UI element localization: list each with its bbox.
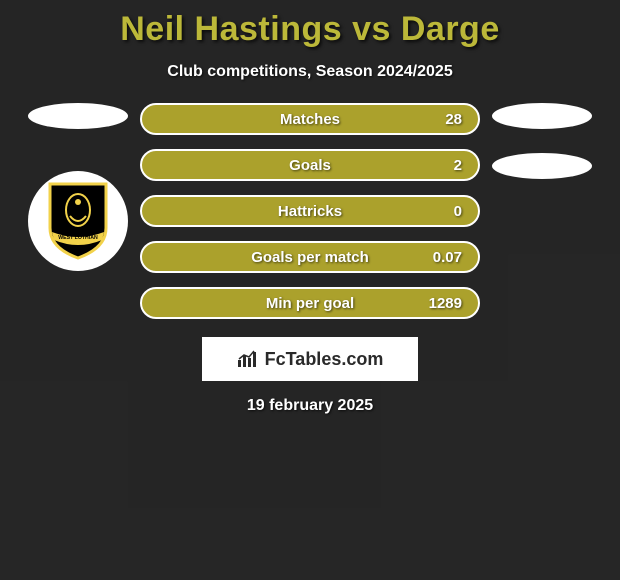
stat-bar: Min per goal 1289 — [140, 287, 480, 319]
stat-bars: Matches 28 Goals 2 Hattricks 0 Goals per match… — [140, 103, 480, 319]
right-column — [492, 103, 592, 179]
date-text: 19 february 2025 — [247, 397, 373, 415]
stat-bar: Matches 28 — [140, 103, 480, 135]
stat-label: Hattricks — [278, 203, 342, 220]
main-row: WEST LOTHIAN Matches 28 Goals 2 Hattricks 0 Go… — [0, 103, 620, 319]
stat-label: Goals per match — [251, 249, 369, 266]
badge-banner-text: WEST LOTHIAN — [58, 235, 98, 241]
stat-value-right: 0 — [454, 203, 462, 220]
brand-logo[interactable]: FcTables.com — [202, 337, 418, 381]
stat-bar: Goals per match 0.07 — [140, 241, 480, 273]
page-title: Neil Hastings vs Darge — [120, 10, 499, 49]
stat-label: Min per goal — [266, 295, 354, 312]
shield-icon: WEST LOTHIAN — [46, 182, 110, 260]
stat-value-right: 0.07 — [433, 249, 462, 266]
subtitle: Club competitions, Season 2024/2025 — [167, 63, 452, 81]
stat-label: Matches — [280, 111, 340, 128]
stat-bar: Hattricks 0 — [140, 195, 480, 227]
brand-text: FcTables.com — [265, 349, 384, 370]
stat-bar: Goals 2 — [140, 149, 480, 181]
left-column: WEST LOTHIAN — [28, 103, 128, 271]
stat-value-right: 2 — [454, 157, 462, 174]
stat-label: Goals — [289, 157, 331, 174]
player1-club-badge: WEST LOTHIAN — [28, 171, 128, 271]
chart-icon — [237, 350, 259, 368]
stat-value-right: 1289 — [429, 295, 462, 312]
stat-value-right: 28 — [445, 111, 462, 128]
content-container: Neil Hastings vs Darge Club competitions… — [0, 0, 620, 580]
player1-placeholder-ellipse — [28, 103, 128, 129]
player2-placeholder-ellipse — [492, 103, 592, 129]
player2-club-placeholder-ellipse — [492, 153, 592, 179]
